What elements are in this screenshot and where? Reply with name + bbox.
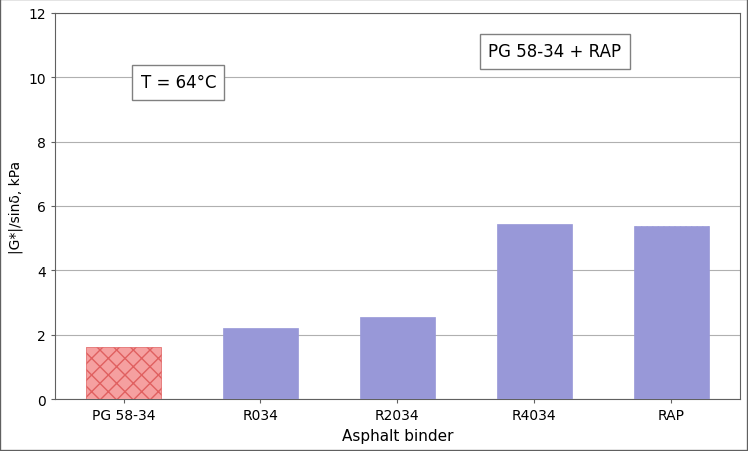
Y-axis label: |G*|/sinδ, kPa: |G*|/sinδ, kPa xyxy=(8,160,23,253)
Bar xyxy=(497,224,572,399)
X-axis label: Asphalt binder: Asphalt binder xyxy=(342,428,453,443)
Bar xyxy=(223,328,298,399)
Text: PG 58-34 + RAP: PG 58-34 + RAP xyxy=(488,43,622,61)
Bar xyxy=(360,318,435,399)
Bar xyxy=(86,347,161,399)
Text: T = 64°C: T = 64°C xyxy=(141,74,216,92)
Bar xyxy=(634,226,709,399)
